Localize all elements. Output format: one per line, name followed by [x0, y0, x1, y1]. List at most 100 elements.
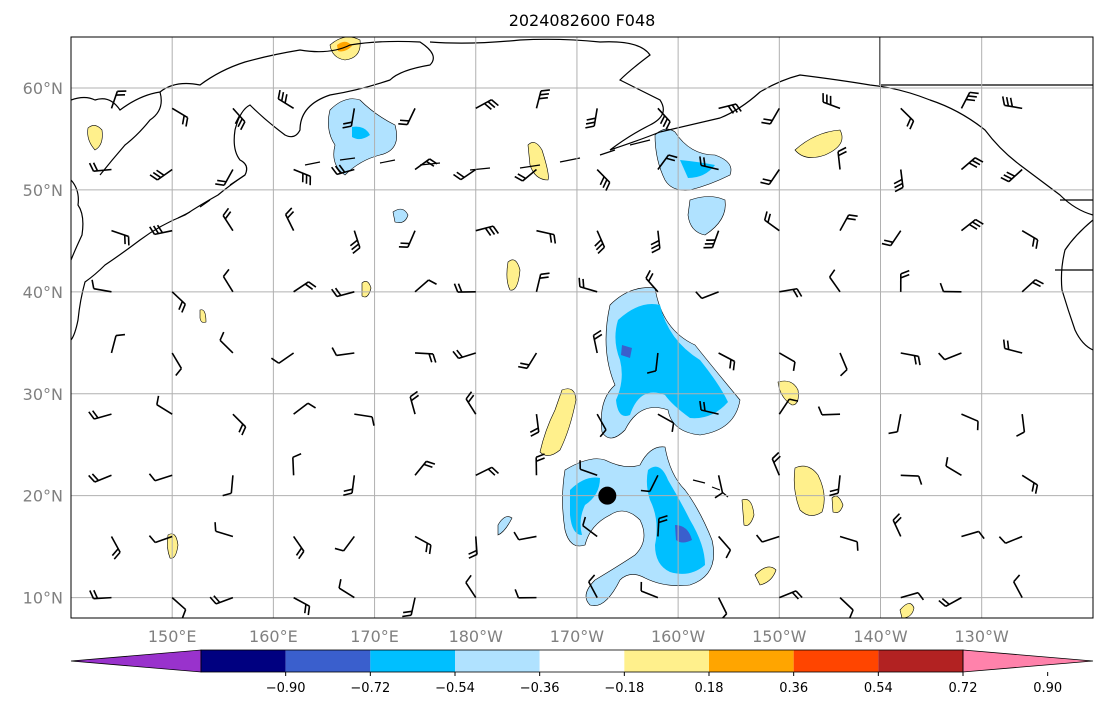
negative-anomaly-core	[615, 304, 728, 419]
positive-anomaly-region	[199, 309, 207, 323]
wind-barb	[779, 590, 803, 600]
lat-tick-label: 60°N	[23, 79, 63, 98]
wind-barb	[88, 162, 112, 173]
wind-barb	[657, 413, 675, 433]
wind-barb	[1021, 474, 1039, 494]
negative-anomaly-core	[352, 126, 370, 140]
wind-barb	[465, 391, 477, 415]
wind-barb	[535, 272, 550, 293]
wind-barb	[899, 269, 910, 292]
wind-barb	[453, 283, 476, 293]
negative-anomaly-region	[497, 516, 513, 536]
wind-barb	[293, 402, 316, 415]
wind-barb	[518, 352, 538, 370]
wind-barb	[148, 473, 173, 482]
wind-barb	[414, 158, 438, 171]
wind-barb	[939, 282, 962, 293]
wind-barb	[657, 515, 668, 537]
wind-barb	[778, 398, 799, 415]
wind-barb	[215, 169, 234, 187]
wind-barb	[468, 536, 478, 559]
wind-barb	[771, 451, 781, 476]
wind-barb	[657, 154, 678, 170]
colorbar-swatch	[709, 650, 794, 672]
wind-barb	[900, 107, 915, 130]
lon-tick-label: 140°W	[853, 627, 908, 646]
wind-barb	[938, 352, 962, 361]
colorbar-tick-label: −0.54	[435, 681, 475, 696]
lat-tick-label: 40°N	[23, 283, 63, 302]
wind-barb	[110, 333, 126, 354]
wind-barb	[88, 410, 112, 420]
wind-barb	[475, 225, 500, 236]
wind-barb	[1002, 339, 1023, 354]
wind-barb	[334, 535, 355, 552]
positive-anomaly-region	[741, 499, 755, 526]
asia-coastline	[71, 40, 434, 341]
lat-tick-label: 50°N	[23, 181, 63, 200]
colorbar-swatch	[793, 650, 879, 672]
colorbar-swatch	[878, 650, 963, 672]
wind-barb	[398, 230, 416, 248]
canada-border	[879, 37, 1093, 271]
wind-barb	[475, 99, 499, 111]
wind-barb	[292, 536, 305, 560]
positive-anomaly-region	[527, 142, 549, 181]
wind-barbs	[88, 89, 1044, 618]
positive-anomaly-region	[506, 259, 521, 291]
wind-barb	[714, 475, 724, 499]
wind-barb	[270, 352, 295, 364]
wind-barb	[960, 91, 979, 109]
wind-barb	[945, 457, 962, 476]
lon-tick-label: 160°E	[249, 627, 298, 646]
wind-barb	[640, 581, 659, 599]
wind-barb	[414, 352, 437, 363]
wind-barb	[596, 168, 611, 191]
colorbar-swatch	[370, 650, 455, 672]
wind-barb	[88, 473, 112, 483]
negative-anomaly-core	[680, 160, 715, 178]
kuril-islands	[177, 174, 246, 219]
wind-barb	[650, 230, 661, 254]
negative-anomaly-max	[621, 345, 632, 358]
colorbar-swatch	[201, 650, 286, 672]
wind-barb	[1000, 168, 1023, 183]
wind-barb	[596, 413, 607, 438]
wind-barb	[888, 413, 902, 435]
wind-barb	[645, 269, 659, 293]
wind-barb	[465, 574, 477, 599]
wind-barb	[536, 229, 557, 244]
wind-barb	[219, 331, 234, 354]
wind-barb	[900, 352, 921, 366]
latitude-labels: 10°N 20°N 30°N 40°N 50°N 60°N	[23, 79, 63, 608]
colorbar-tick-label: −0.18	[604, 681, 644, 696]
wind-barb	[755, 534, 780, 543]
negative-anomaly-region	[654, 128, 732, 191]
negative-anomaly-max	[675, 525, 692, 543]
wind-barb	[998, 535, 1023, 545]
wind-barb	[343, 475, 356, 497]
wind-barb	[414, 535, 432, 555]
wind-barb	[110, 536, 121, 560]
wind-barb	[111, 229, 130, 246]
wind-barb	[222, 207, 234, 232]
wind-barb	[828, 269, 841, 293]
positive-anomaly-region	[87, 125, 103, 151]
wind-barb	[453, 168, 477, 181]
wind-barb	[881, 230, 902, 247]
lon-tick-label: 150°E	[148, 627, 197, 646]
colorbar-tick-label: 0.54	[864, 681, 893, 696]
wind-barb	[657, 107, 671, 131]
wind-barb	[900, 591, 925, 601]
wind-barb	[110, 90, 127, 109]
wind-barb	[292, 453, 302, 476]
lon-tick-label: 150°W	[752, 627, 807, 646]
wind-barb	[837, 146, 847, 170]
positive-anomaly-region	[754, 566, 777, 586]
wind-barb	[1021, 278, 1044, 293]
wind-barb	[646, 352, 659, 374]
colorbar-swatch	[539, 650, 625, 672]
colorbar-tick-label: 0.36	[779, 681, 808, 696]
wind-barb	[331, 287, 355, 298]
wind-barb	[232, 413, 247, 436]
